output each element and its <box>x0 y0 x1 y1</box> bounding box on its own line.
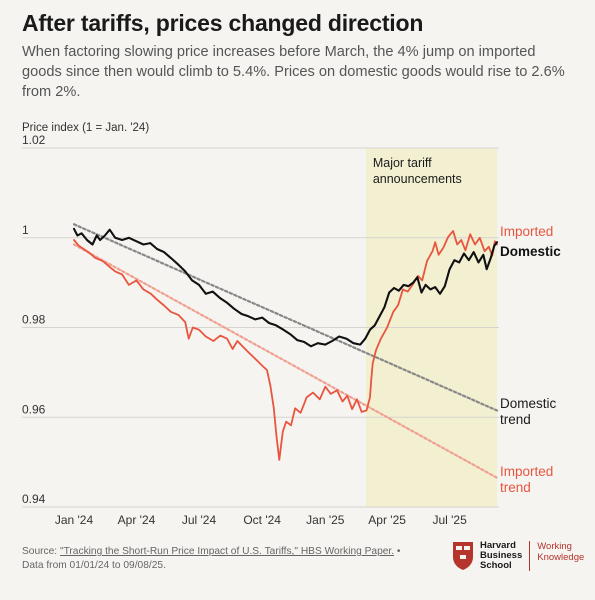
series-line-domestic <box>72 227 499 348</box>
x-tick-label: Jan '25 <box>306 513 345 527</box>
x-tick-label: Jan '24 <box>55 513 94 527</box>
domestic-trend-label: trend <box>500 412 531 427</box>
hbs-wordmark: Harvard Business School <box>480 540 531 571</box>
y-tick-label: 1 <box>22 223 29 237</box>
logo-line: Harvard <box>480 540 516 551</box>
x-tick-label: Jul '24 <box>182 513 217 527</box>
hbs-logo: Harvard Business School Working Knowledg… <box>452 541 584 571</box>
axes-layer: Price index (1 = Jan. '24)1.02 1 0.98 0.96 0… <box>22 122 467 527</box>
series-line-domestic-trend <box>72 223 499 412</box>
y-tick-label: 0.96 <box>22 402 46 416</box>
series-line-imported-trend <box>72 243 499 479</box>
source-note: Source: "Tracking the Short-Run Price Im… <box>22 545 422 573</box>
logo-line: Business <box>480 550 523 561</box>
shield-icon <box>453 542 473 570</box>
x-tick-label: Apr '25 <box>368 513 406 527</box>
tariff-annotation-line: Major tariff <box>373 156 432 170</box>
x-tick-label: Apr '24 <box>118 513 156 527</box>
chart-title: After tariffs, prices changed direction <box>22 10 424 36</box>
source-suffix: • Data from 01/01/24 to 09/08/25. <box>22 546 401 571</box>
domestic-trend-label: Domestic <box>500 396 557 411</box>
logo-line: School <box>480 560 512 571</box>
tariff-annotation-line: announcements <box>373 172 462 186</box>
y-axis-label: Price index (1 = Jan. '24) <box>22 122 149 134</box>
grid-layer <box>22 147 499 508</box>
y-tick-label: 1.02 <box>22 133 46 147</box>
chart-subtitle: When factoring slowing price increases b… <box>22 44 565 100</box>
x-tick-label: Jul '25 <box>432 513 467 527</box>
x-tick-label: Oct '24 <box>243 513 281 527</box>
line-chart: Price index (1 = Jan. '24)1.02 1 0.98 0.96 0… <box>22 122 561 527</box>
label-layer: Major tariff announcements Imported Domesti… <box>373 156 561 495</box>
wk-line: Working <box>537 541 572 552</box>
domestic-series-label: Domestic <box>500 244 561 259</box>
source-prefix: Source: <box>22 546 60 557</box>
imported-series-label: Imported <box>500 224 553 239</box>
source-link[interactable]: "Tracking the Short-Run Price Impact of … <box>59 546 395 557</box>
imported-trend-label: Imported <box>500 464 553 479</box>
imported-trend-label: trend <box>500 480 531 495</box>
series-layer <box>72 223 499 479</box>
y-tick-label: 0.98 <box>22 313 46 327</box>
wk-line: Knowledge <box>537 552 585 563</box>
series-line-imported <box>73 230 498 461</box>
working-knowledge-wordmark: Working Knowledge <box>537 541 584 563</box>
y-tick-label: 0.94 <box>22 492 46 506</box>
